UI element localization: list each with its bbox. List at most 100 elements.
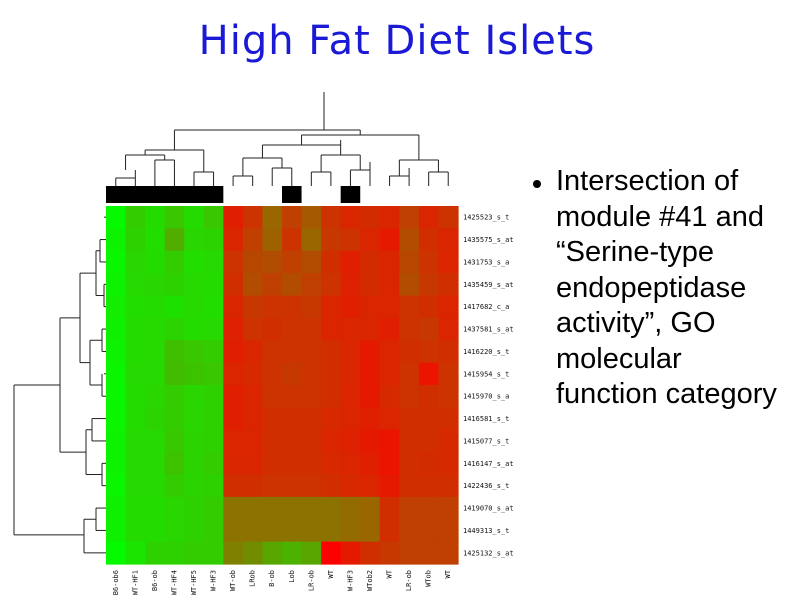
column-label: W-HF3 [346, 570, 354, 591]
heatmap-cell [438, 474, 459, 498]
heatmap-cell [242, 206, 264, 229]
heatmap-cell [399, 295, 420, 319]
heatmap-cell [125, 273, 146, 297]
heatmap-cell [203, 407, 224, 431]
heatmap-cell [203, 317, 224, 341]
heatmap-cell [184, 407, 205, 431]
heatmap-cell [282, 474, 303, 498]
heatmap-cell [262, 206, 283, 229]
bullet-dot [533, 180, 541, 188]
heatmap-cell [223, 206, 244, 229]
heatmap-cell [301, 429, 322, 453]
heatmap-cell [203, 519, 224, 543]
row-dendrogram [13, 216, 106, 554]
heatmap-cell [242, 250, 264, 274]
heatmap-cell [223, 317, 244, 341]
heatmap-cell [438, 295, 459, 319]
row-label: 1416147_s_at [463, 460, 514, 468]
column-label: B-ob [268, 570, 276, 587]
heatmap-cell [145, 452, 166, 476]
heatmap-cell [262, 250, 283, 274]
heatmap-cell [145, 206, 166, 229]
heatmap-cell [360, 295, 381, 319]
heatmap-cell [340, 452, 361, 476]
heatmap-cell [242, 385, 264, 408]
heatmap-cell [145, 317, 166, 341]
row-label: 1422436_s_t [463, 482, 509, 490]
heatmap-cell [223, 452, 244, 476]
group-marker [282, 186, 302, 203]
group-marker [106, 186, 224, 203]
heatmap-cell [379, 496, 400, 520]
heatmap-cell [418, 407, 440, 431]
heatmap-cell [145, 273, 166, 297]
heatmap-cell [282, 228, 303, 252]
heatmap-cell [203, 385, 224, 408]
heatmap-cell [321, 407, 342, 431]
heatmap-cell [125, 452, 146, 476]
heatmap-cell [223, 273, 244, 297]
heatmap-cell [282, 541, 303, 565]
heatmap-cell [340, 228, 361, 252]
heatmap-cell [242, 474, 264, 498]
heatmap-cell [262, 295, 283, 319]
heatmap-cell [203, 273, 224, 297]
heatmap-cell [203, 452, 224, 476]
heatmap-cell [321, 317, 342, 341]
heatmap-cell [399, 496, 420, 520]
heatmap-cell [360, 429, 381, 453]
heatmap-cell [242, 429, 264, 453]
heatmap-cell [106, 519, 127, 543]
column-label: WT-HF1 [131, 570, 139, 595]
heatmap-cell [379, 317, 400, 341]
heatmap-cell [340, 541, 361, 565]
heatmap-cell [282, 519, 303, 543]
heatmap-cell [399, 228, 420, 252]
heatmap-cell [360, 228, 381, 252]
heatmap-cell [223, 496, 244, 520]
heatmap-cell [203, 340, 224, 364]
heatmap-cell [418, 273, 440, 297]
heatmap-cell [360, 496, 381, 520]
heatmap-cell [340, 250, 361, 274]
heatmap-cell [399, 206, 420, 229]
heatmap-cell [164, 385, 185, 408]
heatmap-cell [321, 228, 342, 252]
heatmap-cell [262, 362, 283, 386]
group-markers [106, 186, 361, 203]
heatmap-cell [399, 340, 420, 364]
heatmap-cell [262, 519, 283, 543]
heatmap-cell [164, 250, 185, 274]
heatmap-cell [379, 206, 400, 229]
heatmap-cell [184, 519, 205, 543]
heatmap-cell [223, 250, 244, 274]
heatmap-cell [399, 519, 420, 543]
heatmap-cell [321, 362, 342, 386]
heatmap-cell [145, 407, 166, 431]
column-label: LR-ob [405, 570, 413, 591]
heatmap-cell [340, 317, 361, 341]
heatmap-cell [106, 273, 127, 297]
heatmap-cell [106, 362, 127, 386]
row-label: 1449313_s_t [463, 527, 509, 535]
heatmap-cell [438, 317, 459, 341]
row-label: 1416220_s_t [463, 348, 509, 356]
heatmap-cell [399, 429, 420, 453]
heatmap-cell [418, 206, 440, 229]
heatmap-cell [438, 519, 459, 543]
heatmap-cell [106, 295, 127, 319]
heatmap-cell [184, 340, 205, 364]
heatmap-cell [379, 385, 400, 408]
heatmap-cell [379, 429, 400, 453]
column-label: LRob [249, 570, 257, 587]
heatmap-cell [164, 541, 185, 565]
heatmap-cell [282, 295, 303, 319]
heatmap-cell [340, 340, 361, 364]
heatmap-cell [379, 407, 400, 431]
heatmap-cell [223, 340, 244, 364]
bullet-text: Intersection of module #41 and “Serine-t… [556, 165, 777, 410]
heatmap-cell [125, 385, 146, 408]
heatmap-cell [125, 362, 146, 386]
heatmap-cell [321, 429, 342, 453]
heatmap-cell [164, 496, 185, 520]
